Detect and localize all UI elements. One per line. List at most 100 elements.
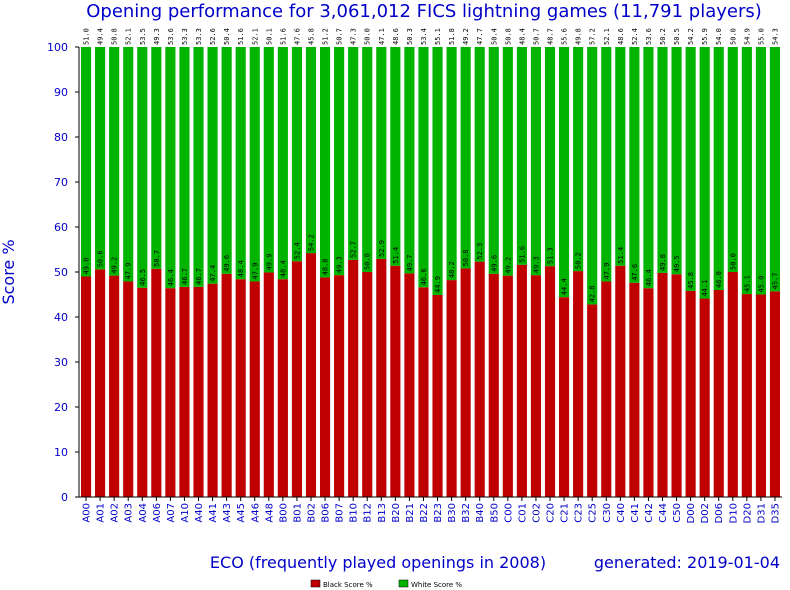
bar-white <box>80 47 92 277</box>
bar-black <box>769 291 781 497</box>
x-tick-label: A03 <box>124 503 135 523</box>
bars-group: 49.0 51.0 50.6 49.4 49.2 50.8 47.9 52.1 46.5 53.5… <box>80 28 781 497</box>
bar-black <box>516 264 527 497</box>
bar-white <box>235 47 246 280</box>
y-tick-label: 70 <box>54 176 68 189</box>
data-label-black: 48.8 <box>322 259 330 276</box>
x-tick-label: D35 <box>770 503 781 523</box>
bar-white <box>362 47 373 272</box>
data-label-white: 47.6 <box>293 28 301 45</box>
bar-white <box>587 47 598 305</box>
data-label-black: 49.0 <box>83 258 91 275</box>
data-label-black: 45.8 <box>687 272 695 289</box>
x-tick-label: B30 <box>447 503 458 523</box>
bar-black <box>629 282 640 497</box>
bar-white <box>193 47 204 287</box>
x-tick-label: A45 <box>236 503 247 523</box>
data-label-white: 50.4 <box>490 28 498 45</box>
bar-black <box>305 253 317 497</box>
bar-white <box>263 47 274 273</box>
data-label-white: 51.0 <box>83 28 91 45</box>
x-axis-title: ECO (frequently played openings in 2008) <box>210 553 546 572</box>
bar-black <box>502 275 513 497</box>
x-tick-label: B50 <box>489 503 500 523</box>
x-tick-label: B20 <box>391 503 402 523</box>
bar-black <box>474 261 485 497</box>
bar-white <box>179 47 190 287</box>
y-tick-label: 20 <box>54 401 68 414</box>
data-label-white: 50.1 <box>265 28 273 45</box>
data-label-black: 50.2 <box>575 252 583 269</box>
x-tick-label: D02 <box>700 503 711 523</box>
data-label-black: 44.9 <box>434 276 442 293</box>
bar-white <box>334 47 345 276</box>
data-label-black: 49.7 <box>406 254 414 271</box>
x-tick-label: A41 <box>208 503 219 523</box>
bar-white <box>474 47 485 262</box>
data-label-black: 49.3 <box>532 256 540 273</box>
bar-black <box>418 287 429 497</box>
bar-black <box>643 288 654 497</box>
generated-note: generated: 2019-01-04 <box>594 553 780 572</box>
y-tick-label: 50 <box>54 266 68 279</box>
bar-black <box>291 261 302 497</box>
data-label-black: 50.7 <box>153 250 161 267</box>
data-label-white: 53.6 <box>167 28 175 45</box>
chart-title: Opening performance for 3,061,012 FICS l… <box>86 1 762 22</box>
data-label-black: 51.4 <box>617 247 625 264</box>
bar-white <box>446 47 457 281</box>
data-label-white: 53.3 <box>195 28 203 45</box>
data-label-white: 50.4 <box>223 28 231 45</box>
data-label-black: 52.9 <box>378 240 386 257</box>
data-label-black: 47.9 <box>125 263 133 280</box>
y-tick-label: 80 <box>54 131 68 144</box>
data-label-black: 50.0 <box>729 253 737 270</box>
bar-white <box>516 47 527 265</box>
data-label-white: 54.2 <box>687 28 695 45</box>
bar-white <box>460 47 471 269</box>
bar-black <box>319 277 331 497</box>
x-tick-label: C42 <box>644 503 655 523</box>
bar-black <box>699 298 710 497</box>
legend-label-black: Black Score % <box>323 581 373 589</box>
bar-white <box>319 47 331 278</box>
x-tick-label: B00 <box>278 503 289 523</box>
bar-white <box>376 47 387 259</box>
data-label-white: 49.8 <box>575 28 583 45</box>
data-label-white: 48.4 <box>518 28 526 45</box>
bar-black <box>601 281 612 497</box>
data-label-white: 49.3 <box>153 28 161 45</box>
x-tick-label: B32 <box>461 503 472 523</box>
bar-white <box>432 47 443 295</box>
bar-black <box>277 279 288 497</box>
y-ticks-group: 0 10 20 30 40 50 60 70 80 90 100 <box>47 41 79 504</box>
x-tick-label: B10 <box>349 503 360 523</box>
bar-white <box>559 47 570 298</box>
data-label-black: 49.3 <box>336 256 344 273</box>
data-label-black: 42.8 <box>589 286 597 303</box>
data-label-black: 51.6 <box>518 246 526 263</box>
x-tick-label: B21 <box>405 503 416 523</box>
data-label-black: 46.7 <box>195 268 203 285</box>
bar-white <box>95 47 106 270</box>
data-label-black: 46.7 <box>181 268 189 285</box>
x-tick-label: D00 <box>686 503 697 523</box>
bar-black <box>348 259 359 497</box>
bar-black <box>207 283 218 497</box>
bar-white <box>713 47 724 290</box>
bar-black <box>488 273 499 497</box>
data-label-white: 53.6 <box>645 28 653 45</box>
bar-black <box>334 275 345 497</box>
data-label-black: 47.9 <box>603 263 611 280</box>
bar-black <box>165 288 176 497</box>
data-label-black: 47.4 <box>209 265 217 282</box>
x-tick-label: B40 <box>475 503 486 523</box>
legend-label-white: White Score % <box>411 581 462 589</box>
data-label-white: 50.0 <box>364 28 372 45</box>
x-tick-label: A43 <box>222 503 233 523</box>
bar-white <box>629 47 640 283</box>
bar-black <box>404 273 415 497</box>
data-label-white: 55.1 <box>434 28 442 45</box>
data-label-white: 51.6 <box>237 28 245 45</box>
x-tick-label: C44 <box>658 503 669 523</box>
